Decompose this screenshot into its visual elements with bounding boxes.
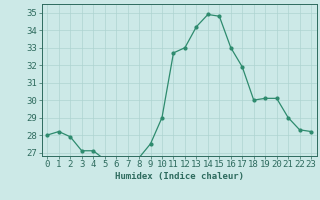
X-axis label: Humidex (Indice chaleur): Humidex (Indice chaleur) [115, 172, 244, 181]
